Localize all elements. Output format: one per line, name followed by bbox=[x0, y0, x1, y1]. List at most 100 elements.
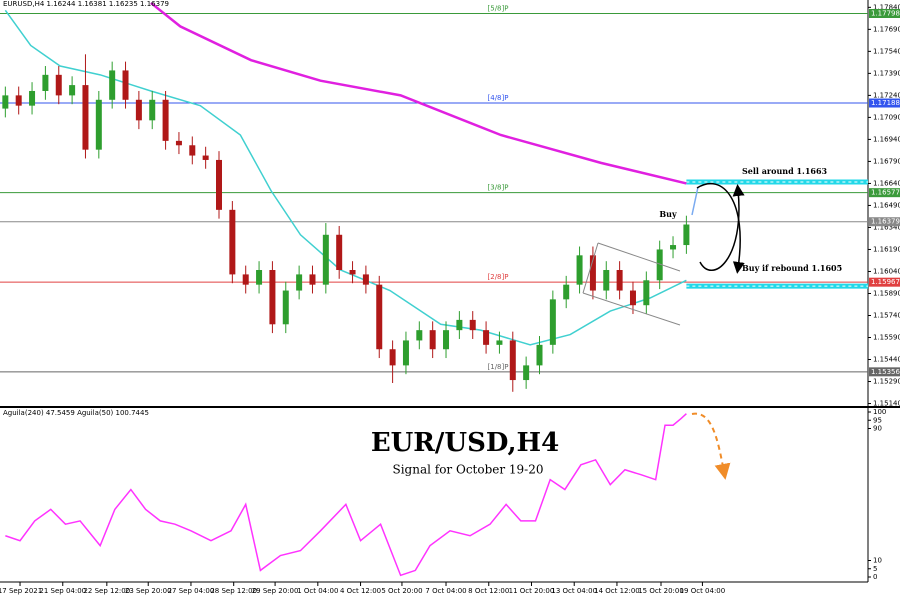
level-value: 1.17188 bbox=[871, 99, 900, 107]
candle-body bbox=[2, 95, 9, 109]
y-tick-label: 1.15290 bbox=[873, 378, 900, 386]
candle-body bbox=[122, 70, 129, 100]
indicator-tick-label: 10 bbox=[873, 557, 882, 565]
x-tick-label: 17 Sep 2021 bbox=[0, 587, 42, 595]
indicator-tick-label: 100 bbox=[873, 408, 886, 416]
x-tick-label: 28 Sep 12:00 bbox=[210, 587, 257, 595]
level-value: 1.16577 bbox=[871, 189, 900, 197]
zone-label: Buy if rebound 1.1605 bbox=[742, 263, 842, 273]
x-tick-label: 22 Sep 12:00 bbox=[83, 587, 130, 595]
x-tick-label: 4 Oct 12:00 bbox=[340, 587, 381, 595]
level-label: [3/8]P bbox=[488, 184, 509, 192]
x-tick-label: 27 Sep 04:00 bbox=[168, 587, 215, 595]
candle-body bbox=[563, 284, 570, 300]
x-tick-label: 5 Oct 20:00 bbox=[381, 587, 422, 595]
candle-body bbox=[15, 95, 22, 106]
channel-line bbox=[597, 242, 681, 272]
candle-body bbox=[576, 255, 583, 285]
y-tick-label: 1.16340 bbox=[873, 223, 900, 231]
x-tick-label: 23 Sep 20:00 bbox=[125, 587, 172, 595]
y-tick-label: 1.15890 bbox=[873, 289, 900, 297]
indicator-tick-label: 5 bbox=[873, 565, 877, 573]
candle-body bbox=[55, 74, 62, 96]
candle-body bbox=[643, 280, 650, 306]
y-tick-label: 1.17840 bbox=[873, 3, 900, 11]
candle-body bbox=[362, 274, 369, 285]
candle-body bbox=[135, 99, 142, 121]
candle-body bbox=[536, 344, 543, 366]
chart-header: EURUSD,H4 1.16244 1.16381 1.16235 1.1637… bbox=[3, 0, 169, 8]
y-tick-label: 1.15440 bbox=[873, 356, 900, 364]
x-tick-label: 1 Oct 04:00 bbox=[297, 587, 338, 595]
indicator-tick-label: 95 bbox=[873, 416, 882, 424]
candle-body bbox=[416, 330, 423, 341]
x-tick-label: 21 Sep 04:00 bbox=[39, 587, 86, 595]
candle-body bbox=[202, 155, 209, 160]
channel-line bbox=[582, 242, 599, 294]
x-tick-label: 19 Oct 04:00 bbox=[680, 587, 726, 595]
candle-body bbox=[29, 90, 36, 106]
candle-body bbox=[336, 234, 343, 270]
y-tick-label: 1.16490 bbox=[873, 201, 900, 209]
candle-body bbox=[175, 140, 182, 146]
y-tick-label: 1.16640 bbox=[873, 179, 900, 187]
y-tick-label: 1.16190 bbox=[873, 245, 900, 253]
candle-body bbox=[309, 274, 316, 285]
candle-body bbox=[216, 159, 223, 210]
candle-body bbox=[429, 330, 436, 350]
channel-line bbox=[582, 292, 681, 326]
x-tick-label: 14 Oct 12:00 bbox=[594, 587, 640, 595]
candle-body bbox=[443, 330, 450, 350]
candle-body bbox=[109, 70, 116, 100]
candle-body bbox=[242, 274, 249, 285]
level-label: [1/8]P bbox=[488, 363, 509, 371]
candle-body bbox=[509, 340, 516, 381]
level-box bbox=[869, 367, 900, 377]
candle-body bbox=[82, 85, 89, 150]
candle-body bbox=[456, 319, 463, 331]
chart-subtitle: Signal for October 19-20 bbox=[392, 463, 543, 477]
candle-body bbox=[656, 249, 663, 281]
candle-body bbox=[376, 284, 383, 350]
y-tick-label: 1.17690 bbox=[873, 25, 900, 33]
forecast-arrow bbox=[691, 412, 731, 480]
x-tick-label: 7 Oct 04:00 bbox=[425, 587, 466, 595]
candle-body bbox=[162, 99, 169, 141]
level-value: 1.15356 bbox=[871, 368, 900, 376]
candle-body bbox=[483, 330, 490, 345]
level-box bbox=[869, 188, 900, 198]
annotation: Buy bbox=[659, 209, 677, 219]
candle-body bbox=[616, 270, 623, 291]
indicator-tick-label: 90 bbox=[873, 425, 882, 433]
moving-average bbox=[4, 9, 687, 346]
level-box bbox=[869, 9, 900, 18]
level-label: [2/8]P bbox=[488, 273, 509, 281]
y-tick-label: 1.17240 bbox=[873, 91, 900, 99]
candle-body bbox=[296, 274, 303, 291]
projection-line bbox=[691, 186, 699, 216]
sell-arrow bbox=[696, 182, 745, 274]
level-value: 1.16379 bbox=[871, 218, 900, 226]
candle-body bbox=[402, 340, 409, 366]
y-tick-label: 1.17540 bbox=[873, 47, 900, 55]
candle-body bbox=[589, 255, 596, 291]
candle-body bbox=[269, 270, 276, 325]
y-tick-label: 1.15140 bbox=[873, 400, 900, 408]
y-tick-label: 1.17390 bbox=[873, 69, 900, 77]
candle-body bbox=[469, 319, 476, 331]
moving-average bbox=[150, 1, 687, 185]
y-tick-label: 1.15590 bbox=[873, 334, 900, 342]
indicator-header: Aguila(240) 47.5459 Aguila(50) 100.7445 bbox=[3, 409, 149, 417]
y-tick-label: 1.17090 bbox=[873, 113, 900, 121]
y-tick-label: 1.15740 bbox=[873, 311, 900, 319]
candle-body bbox=[549, 299, 556, 345]
candle-body bbox=[322, 234, 329, 285]
level-value: 1.17798 bbox=[871, 10, 900, 18]
candle-body bbox=[523, 365, 530, 381]
chart-title: EUR/USD,H4 bbox=[371, 428, 559, 458]
candle-body bbox=[629, 290, 636, 306]
candle-body bbox=[256, 270, 263, 285]
x-tick-label: 11 Oct 20:00 bbox=[509, 587, 555, 595]
